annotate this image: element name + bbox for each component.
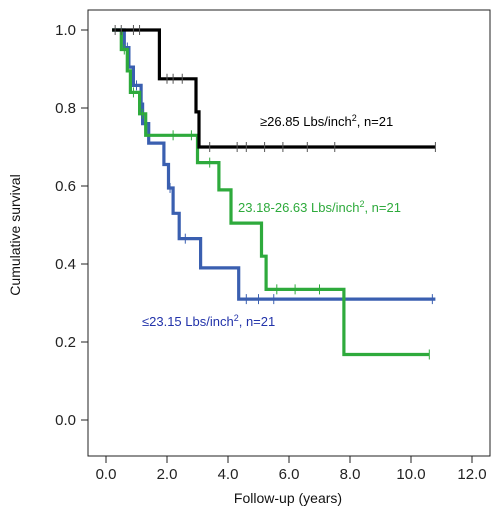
- annotation-superscript: 2: [352, 113, 357, 123]
- y-tick-label: 0.6: [55, 178, 76, 195]
- y-tick-label: 0.4: [55, 256, 76, 273]
- series-annotation: ≥26.85 Lbs/inch2, n=21: [260, 113, 393, 129]
- x-tick-label: 6.0: [279, 466, 300, 483]
- annotation-superscript: 2: [234, 313, 239, 323]
- survival-curve-0: [112, 28, 436, 149]
- survival-curve-2: [112, 28, 436, 301]
- x-tick-label: 12.0: [457, 466, 486, 483]
- plot-area-frame: [87, 9, 491, 457]
- annotation-count: , n=21: [239, 314, 276, 329]
- x-tick-label: 10.0: [396, 466, 425, 483]
- annotation-text: ≤23.15 Lbs/inch: [142, 314, 234, 329]
- x-axis-title: Follow-up (years): [234, 490, 342, 506]
- series-annotation: 23.18-26.63 Lbs/inch2, n=21: [238, 199, 401, 215]
- y-tick-label: 1.0: [55, 22, 76, 39]
- x-tick-label: 8.0: [340, 466, 361, 483]
- y-tick-label: 0.8: [55, 100, 76, 117]
- annotation-superscript: 2: [359, 199, 364, 209]
- y-axis-title: Cumulative survival: [7, 174, 23, 295]
- x-tick-label: 2.0: [157, 466, 178, 483]
- x-tick-label: 0.0: [96, 466, 117, 483]
- annotation-text: ≥26.85 Lbs/inch: [260, 114, 352, 129]
- series-layer: [112, 25, 436, 360]
- annotation-text: 23.18-26.63 Lbs/inch: [238, 200, 359, 215]
- y-tick-label: 0.2: [55, 334, 76, 351]
- survival-curve-1: [112, 28, 430, 357]
- y-tick-label: 0.0: [55, 412, 76, 429]
- annotation-count: , n=21: [357, 114, 394, 129]
- axis-ticks: 0.0 2.0 4.0 6.0 8.0 10.0 12.0 0.0 0.2 0.4 0.6 0.8 1.…: [55, 22, 486, 483]
- series-annotation: ≤23.15 Lbs/inch2, n=21: [142, 313, 275, 329]
- x-tick-label: 4.0: [218, 466, 239, 483]
- annotation-count: , n=21: [364, 200, 401, 215]
